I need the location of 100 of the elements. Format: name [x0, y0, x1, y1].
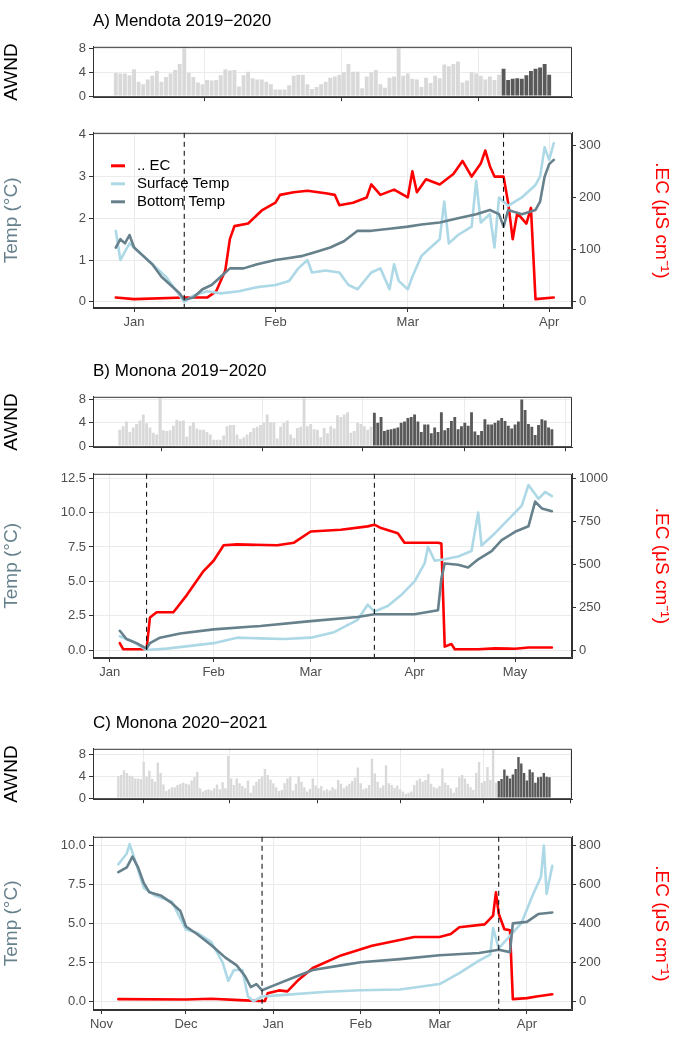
bar	[399, 422, 403, 446]
y2-tick-label: 0	[579, 992, 587, 1008]
bar	[538, 67, 543, 96]
x-tick-label: Jan	[262, 1016, 284, 1032]
bar	[227, 70, 232, 96]
bar	[182, 420, 185, 446]
y-tick-label: 0	[78, 437, 86, 453]
bar	[188, 425, 192, 446]
y-tick-label: 10.0	[60, 504, 86, 520]
bar	[113, 72, 118, 96]
y2-axis-title: .EC (μS cm⁻¹)	[652, 162, 673, 279]
bar	[453, 416, 457, 446]
y2-axis-title: .EC (μS cm⁻¹)	[652, 865, 673, 982]
bar	[540, 419, 544, 446]
bar	[232, 69, 237, 96]
x-tick-label: Feb	[264, 314, 287, 330]
y-tick-label: 4	[78, 414, 86, 430]
y-tick-label: 0.0	[67, 992, 86, 1008]
bar	[269, 779, 272, 798]
bar	[396, 47, 401, 96]
bar	[118, 73, 123, 96]
x-tick-label: May	[502, 664, 528, 680]
bar	[510, 428, 514, 446]
bar	[212, 788, 216, 798]
bar	[316, 429, 319, 446]
bar	[396, 427, 400, 446]
y2-tick-label: 750	[579, 512, 601, 528]
bar	[517, 757, 520, 798]
bar	[246, 71, 251, 96]
bar	[439, 412, 443, 446]
bar	[364, 76, 369, 96]
y2-tick-label: 100	[579, 241, 601, 257]
bar	[145, 79, 150, 96]
bar	[154, 71, 159, 96]
bar	[503, 769, 506, 798]
bar	[221, 782, 224, 798]
y2-tick-label: 500	[579, 555, 601, 571]
bar	[451, 64, 456, 96]
bar	[118, 429, 122, 446]
x-tick-label: Feb	[349, 1016, 372, 1032]
bar	[409, 416, 413, 446]
x-tick-label: Apr	[516, 1016, 538, 1032]
bar	[405, 73, 410, 96]
y-tick-label: 2.5	[67, 607, 86, 623]
legend-label: Surface Temp	[137, 173, 230, 191]
y2-tick-label: 250	[579, 598, 601, 614]
bar	[241, 786, 244, 798]
bar	[478, 75, 483, 96]
bar	[255, 79, 260, 96]
y-axis-title: Temp (°C)	[0, 177, 21, 264]
bar	[510, 78, 515, 96]
bar	[245, 434, 249, 446]
bar	[483, 79, 488, 96]
y2-tick-label: 200	[579, 953, 601, 969]
y-tick-label: 0	[78, 87, 86, 103]
bar	[413, 414, 416, 446]
bar	[208, 434, 212, 446]
y-tick-label: 7.5	[67, 876, 86, 892]
bar	[150, 75, 155, 96]
chart-title: B) Monona 2019−2020	[92, 360, 268, 382]
bar	[393, 428, 396, 446]
y-tick-label: 12.5	[60, 469, 86, 485]
y-tick-label: 5.0	[67, 572, 86, 588]
bar	[515, 78, 520, 96]
bar	[279, 426, 282, 446]
bar	[209, 80, 214, 96]
bar	[291, 75, 296, 96]
bar	[442, 64, 447, 96]
legend-label: .. EC	[137, 155, 171, 173]
bar	[542, 64, 547, 96]
bar	[264, 81, 269, 96]
y2-tick-label: 600	[579, 876, 601, 892]
y-tick-label: 2.5	[67, 953, 86, 969]
x-tick-label: Apr	[539, 314, 560, 330]
bar	[268, 84, 273, 96]
bar	[242, 437, 246, 446]
bar	[469, 787, 472, 798]
bar	[300, 74, 305, 96]
bar	[332, 76, 337, 96]
bar	[483, 419, 487, 446]
bar	[282, 89, 287, 96]
bar	[232, 425, 236, 446]
y-tick-label: 8	[78, 745, 86, 761]
bar	[323, 81, 328, 96]
y-axis-title: Temp (°C)	[0, 880, 21, 967]
bar	[519, 78, 524, 96]
bar	[487, 76, 492, 96]
bar	[319, 84, 324, 96]
bar	[336, 415, 339, 446]
bar	[345, 786, 348, 798]
bar	[182, 46, 187, 96]
bar	[322, 427, 326, 446]
chart-title: C) Monona 2020−2021	[92, 712, 269, 734]
y-tick-label: 4	[78, 126, 86, 142]
y2-axis-title: .EC (μS cm⁻¹)	[652, 507, 673, 624]
bar	[295, 427, 299, 446]
x-tick-label: Nov	[89, 1016, 114, 1032]
bar	[131, 427, 135, 446]
y-tick-label: 4	[78, 767, 86, 783]
chart-title: A) Mendota 2019−2020	[92, 10, 273, 32]
